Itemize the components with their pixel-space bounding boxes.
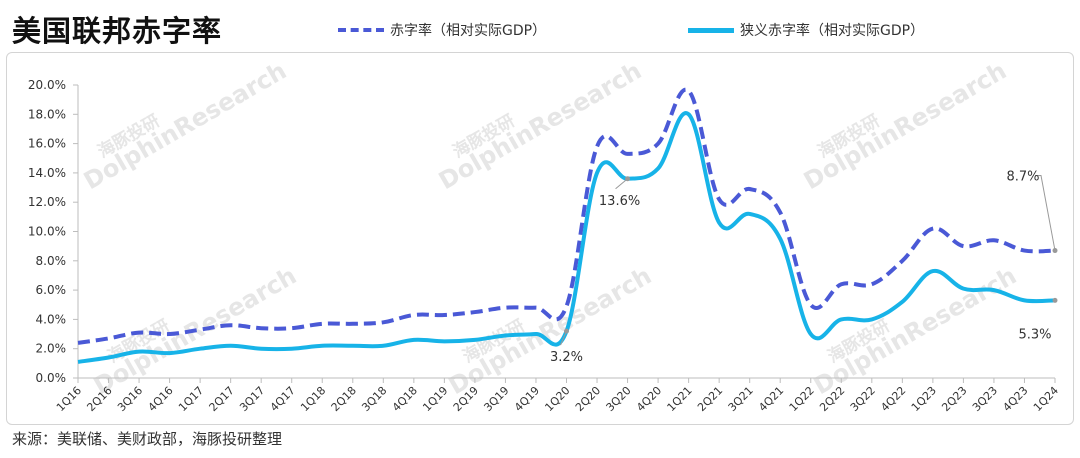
x-tick-label: 1Q24 [1031,384,1061,414]
legend-swatch-solid [688,27,734,33]
x-tick-label: 4Q21 [756,384,786,414]
annotation-leader [615,178,628,190]
data-label: 13.6% [599,194,640,209]
annotation-leader [560,330,567,346]
x-tick-label: 1Q17 [176,384,206,414]
annotation-leader [1035,175,1056,251]
y-tick-label: 0.0% [36,371,67,385]
x-tick-label: 4Q19 [512,384,542,414]
y-tick-label: 8.0% [36,254,67,268]
y-tick-label: 20.0% [28,78,66,92]
x-tick-label: 4Q22 [878,384,908,414]
x-tick-label: 3Q18 [359,384,389,414]
x-tick-label: 2Q20 [573,384,603,414]
data-label: 8.7% [1006,170,1039,185]
x-tick-label: 1Q16 [54,384,84,414]
x-tick-label: 2Q17 [207,384,237,414]
legend-swatch-dashed [338,28,384,32]
y-tick-label: 2.0% [36,342,67,356]
x-tick-label: 2Q23 [939,384,969,414]
chart-title: 美国联邦赤字率 [12,14,223,48]
x-tick-label: 4Q20 [634,384,664,414]
legend-label-narrow-deficit-ratio: 狭义赤字率（相对实际GDP） [740,23,925,39]
x-tick-label: 4Q16 [146,384,176,414]
x-tick-label: 1Q22 [787,384,817,414]
watermark-text: DolphinResearch [444,262,656,401]
x-tick-label: 3Q19 [481,384,511,414]
x-tick-label: 3Q17 [237,384,267,414]
y-tick-label: 14.0% [28,166,66,180]
x-tick-label: 3Q22 [848,384,878,414]
data-label: 3.2% [550,350,583,365]
y-tick-label: 10.0% [28,225,66,239]
x-tick-label: 2Q21 [695,384,725,414]
watermark-text: DolphinResearch [799,57,1011,196]
y-tick-label: 4.0% [36,312,67,326]
x-tick-label: 1Q23 [909,384,939,414]
chart-frame [6,52,1074,425]
y-tick-label: 12.0% [28,195,66,209]
y-tick-label: 18.0% [28,107,66,121]
x-tick-label: 1Q21 [665,384,695,414]
x-tick-label: 3Q20 [604,384,634,414]
legend-item-deficit-ratio: 赤字率（相对实际GDP） [338,20,546,40]
x-tick-label: 2Q18 [329,384,359,414]
x-tick-label: 4Q23 [1000,384,1030,414]
x-tick-label: 1Q18 [298,384,328,414]
x-tick-label: 1Q20 [542,384,572,414]
annotation-point [1052,297,1058,303]
series-line-deficit-ratio [77,87,1056,345]
x-tick-label: 4Q18 [390,384,420,414]
legend-item-narrow-deficit-ratio: 狭义赤字率（相对实际GDP） [688,20,924,40]
watermark-text: DolphinResearch [434,57,646,196]
x-tick-label: 1Q19 [420,384,450,414]
series-line-narrow-deficit-ratio [77,111,1056,364]
legend-label-deficit-ratio: 赤字率（相对实际GDP） [390,23,547,39]
y-tick-label: 16.0% [28,137,66,151]
x-tick-label: 3Q21 [726,384,756,414]
watermark-text: DolphinResearch [79,57,291,196]
data-label: 5.3% [1018,327,1051,342]
x-tick-label: 4Q17 [268,384,298,414]
x-tick-label: 3Q23 [970,384,1000,414]
source-note: 来源：美联储、美财政部，海豚投研整理 [12,430,283,448]
y-tick-label: 6.0% [36,283,67,297]
